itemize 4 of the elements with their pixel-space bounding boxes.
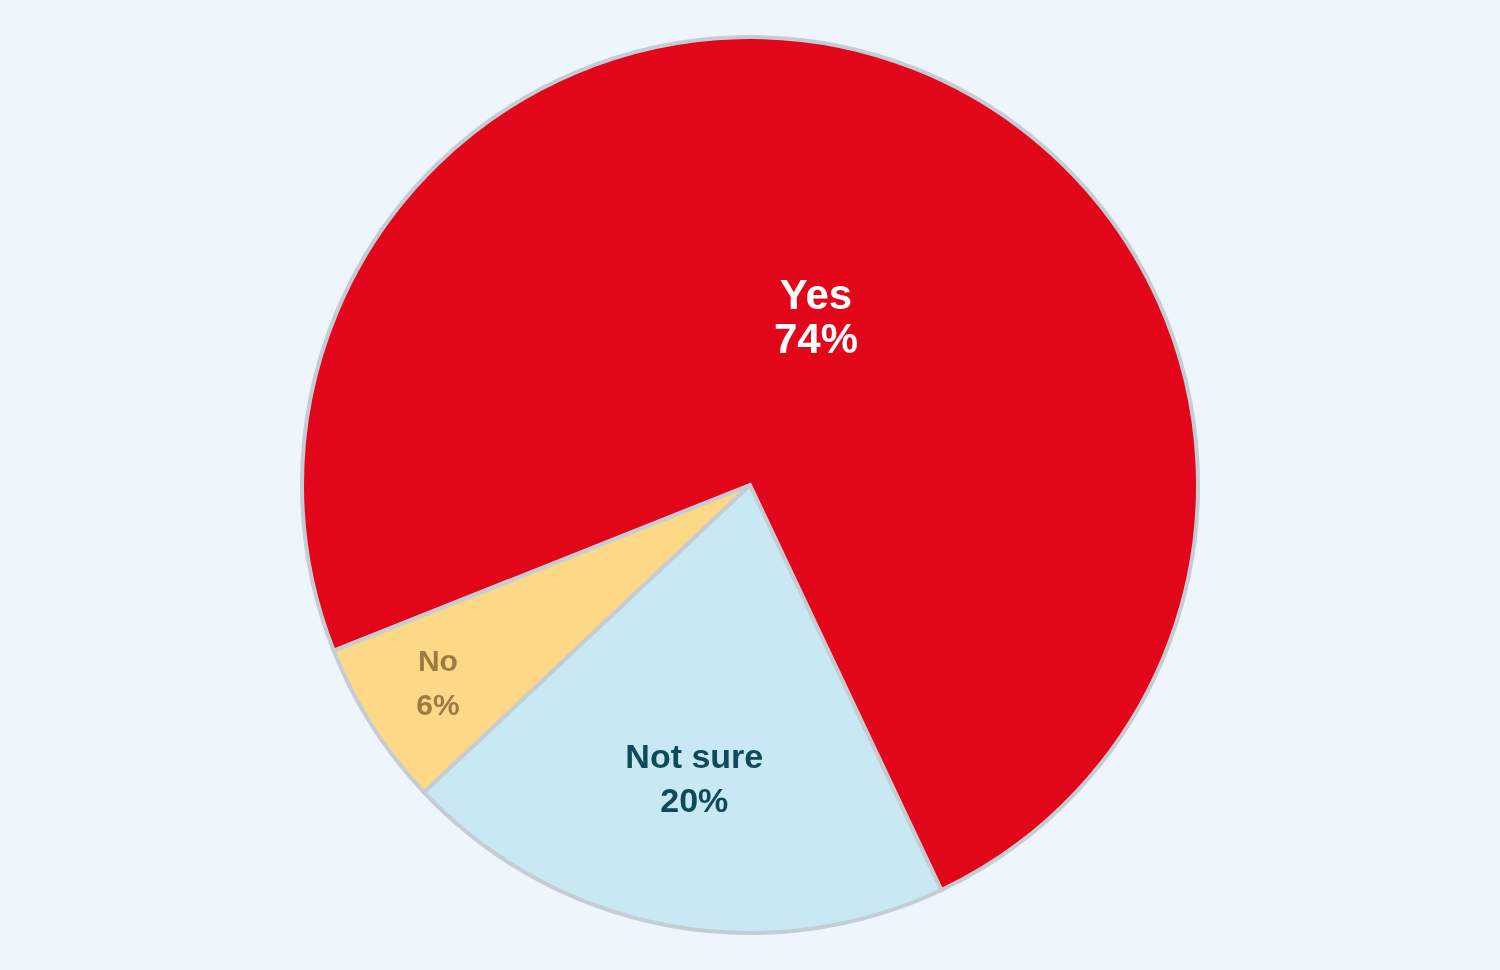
slice-label: Not sure bbox=[625, 736, 764, 775]
data-label: 6% bbox=[416, 687, 460, 721]
data-label: 20% bbox=[660, 780, 729, 819]
slice-label: No bbox=[417, 643, 458, 677]
